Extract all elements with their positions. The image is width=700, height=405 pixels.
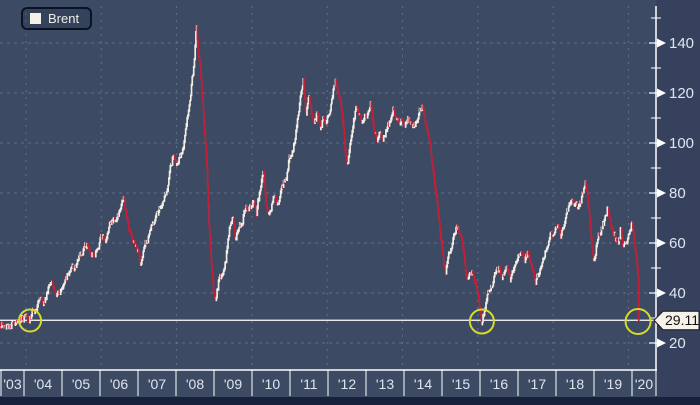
y-axis-label: 100 [669, 135, 694, 152]
x-axis-label: '17 [528, 376, 546, 392]
y-axis-label: 120 [669, 85, 694, 102]
y-axis-ticks: 20 40 60 80 100 120 140 [649, 17, 694, 352]
x-axis-label: '09 [224, 376, 242, 392]
price-series [0, 25, 640, 330]
low-highlight-circle [468, 308, 495, 335]
low-highlight-circle [624, 308, 652, 335]
x-axis-label: '03 [3, 376, 21, 392]
x-axis-label: '08 [186, 376, 204, 392]
legend-swatch-icon [30, 13, 41, 24]
x-axis-label: '05 [72, 376, 90, 392]
x-axis-label: '06 [110, 376, 128, 392]
x-axis-label: '10 [262, 376, 280, 392]
x-axis-label: '12 [338, 376, 356, 392]
x-axis-label: '04 [34, 376, 52, 392]
bottom-strip [0, 397, 700, 405]
y-axis-label: 60 [669, 235, 686, 252]
y-axis-label: 80 [669, 185, 686, 202]
x-axis-label: '14 [414, 376, 432, 392]
x-axis-label: '11 [300, 376, 317, 392]
y-axis-label: 40 [669, 285, 686, 302]
low-highlights [18, 308, 652, 335]
x-axis-label: '13 [376, 376, 394, 392]
x-axis-label: '19 [604, 376, 622, 392]
y-tick-arrow-icon [657, 88, 666, 98]
gridlines [0, 6, 656, 370]
y-tick-arrow-icon [657, 338, 666, 348]
price-tag: 29.11 [653, 310, 700, 331]
x-axis-ticks: '03 '04 '05 '06 '07 '08 '09 '10 '11 '12 '13 '14 '15 '… [0, 370, 657, 396]
x-axis-label: '16 [490, 376, 508, 392]
x-axis-label: '07 [148, 376, 166, 392]
legend[interactable]: Brent [21, 7, 93, 30]
price-tag-label: 29.11 [665, 312, 699, 328]
y-tick-arrow-icon [657, 188, 666, 198]
y-tick-arrow-icon [657, 238, 666, 248]
y-axis-label: 20 [669, 335, 686, 352]
y-tick-arrow-icon [657, 288, 666, 298]
price-tag-shape [653, 310, 700, 331]
y-tick-arrow-icon [657, 38, 666, 48]
x-axis-label: '20 [635, 376, 653, 392]
low-highlight-circle [18, 308, 43, 333]
x-axis-label: '18 [566, 376, 584, 392]
y-axis-label: 140 [669, 35, 694, 52]
x-axis-label: '15 [452, 376, 470, 392]
legend-label: Brent [48, 10, 80, 26]
y-tick-arrow-icon [657, 138, 666, 148]
plot-area [0, 0, 656, 397]
